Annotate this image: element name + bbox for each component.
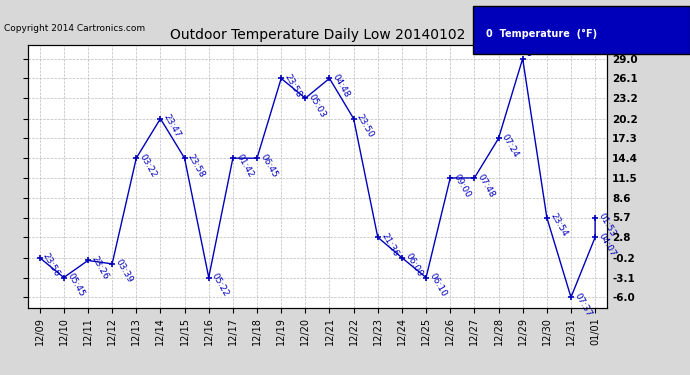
Text: 0: 0 (526, 48, 532, 58)
Text: Copyright 2014 Cartronics.com: Copyright 2014 Cartronics.com (4, 24, 146, 33)
Text: 23:47: 23:47 (162, 113, 182, 140)
Text: 23:26: 23:26 (90, 255, 110, 281)
Text: 23:50: 23:50 (355, 113, 375, 140)
Text: 06:45: 06:45 (259, 152, 279, 179)
Text: 23:56: 23:56 (41, 252, 61, 279)
Text: 03:39: 03:39 (114, 258, 135, 285)
Text: 09:00: 09:00 (452, 172, 473, 199)
Text: 07:48: 07:48 (476, 172, 496, 199)
Text: 0  Temperature  (°F): 0 Temperature (°F) (486, 29, 598, 39)
Text: 01:42: 01:42 (235, 152, 255, 179)
Text: 23:54: 23:54 (549, 211, 569, 238)
Text: 04:07: 04:07 (597, 231, 617, 258)
Text: 07:37: 07:37 (573, 291, 593, 318)
Text: 21:36: 21:36 (380, 231, 400, 258)
Text: 05:03: 05:03 (307, 92, 328, 119)
Text: 04:48: 04:48 (331, 72, 351, 99)
Text: 07:24: 07:24 (500, 132, 520, 159)
Text: 23:58: 23:58 (283, 72, 303, 99)
Text: 06:00: 06:00 (404, 252, 424, 279)
Text: 05:22: 05:22 (210, 272, 230, 298)
Text: 23:58: 23:58 (186, 152, 206, 179)
Text: 03:22: 03:22 (138, 152, 158, 179)
Text: 06:10: 06:10 (428, 272, 448, 298)
Title: Outdoor Temperature Daily Low 20140102: Outdoor Temperature Daily Low 20140102 (170, 28, 465, 42)
Text: 05:45: 05:45 (66, 272, 86, 298)
Text: 01:53: 01:53 (597, 211, 618, 238)
